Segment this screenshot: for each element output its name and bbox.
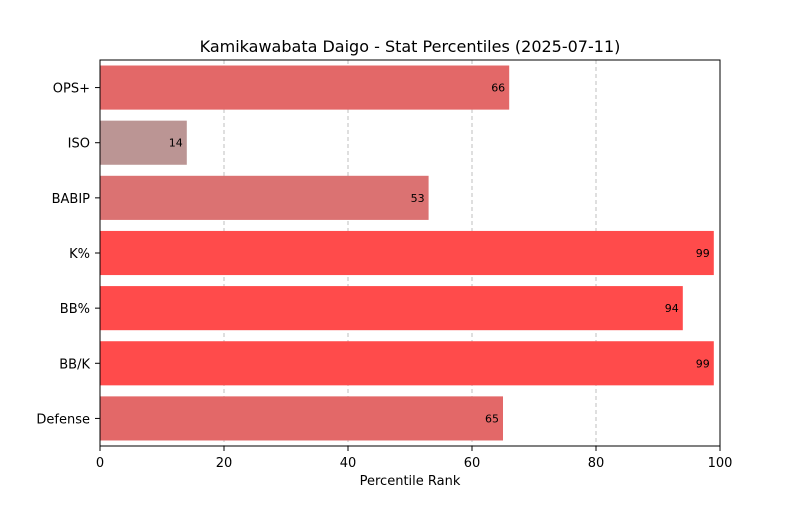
bars: 66 14 53 99 94 99 65 <box>100 65 714 441</box>
bar-value-label: 14 <box>169 137 183 150</box>
bar-value-label: 66 <box>491 82 505 95</box>
x-tick-label: 20 <box>216 456 233 471</box>
y-tick-label: BB/K <box>59 357 90 372</box>
x-tick-label: 40 <box>340 456 357 471</box>
chart-title: Kamikawabata Daigo - Stat Percentiles (2… <box>200 37 621 56</box>
y-tick-label: OPS+ <box>53 82 90 97</box>
y-tick-label: BB% <box>60 302 90 317</box>
axes: 0 20 40 60 80 100 OPS+ ISO BABIP K% BB% BB/K Defense <box>36 82 732 471</box>
x-tick-label: 80 <box>588 456 605 471</box>
bar <box>100 120 187 165</box>
bar <box>100 396 503 441</box>
bar-value-label: 65 <box>485 412 499 425</box>
x-tick-label: 60 <box>464 456 481 471</box>
x-tick-label: 100 <box>708 456 733 471</box>
bar <box>100 341 714 386</box>
bar <box>100 65 510 110</box>
y-tick-label: BABIP <box>52 192 91 207</box>
y-tick-label: Defense <box>36 412 90 427</box>
bar-value-label: 94 <box>665 302 679 315</box>
bar <box>100 286 683 331</box>
bar <box>100 175 429 220</box>
bar <box>100 230 714 276</box>
bar-value-label: 99 <box>696 247 710 260</box>
y-tick-label: K% <box>69 247 90 262</box>
bar-value-label: 53 <box>411 192 425 205</box>
x-tick-label: 0 <box>96 456 104 471</box>
x-axis-label: Percentile Rank <box>360 474 461 489</box>
bar-value-label: 99 <box>696 357 710 370</box>
y-tick-label: ISO <box>68 137 90 152</box>
